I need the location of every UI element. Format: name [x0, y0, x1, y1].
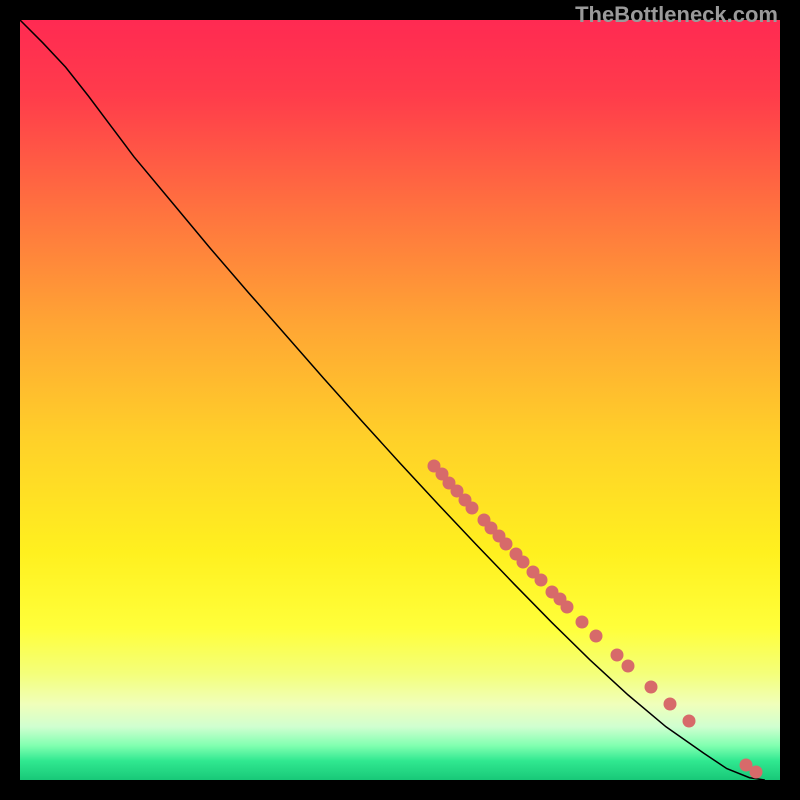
data-point-marker [576, 615, 589, 628]
data-point-marker [749, 766, 762, 779]
chart-plot-area [20, 20, 780, 780]
data-point-marker [561, 601, 574, 614]
data-point-marker [682, 714, 695, 727]
data-point-marker [622, 660, 635, 673]
data-point-marker [663, 698, 676, 711]
data-point-marker [466, 501, 479, 514]
data-point-marker [610, 648, 623, 661]
data-point-marker [534, 574, 547, 587]
watermark-text: TheBottleneck.com [575, 2, 778, 28]
data-point-marker [590, 629, 603, 642]
data-point-marker [644, 681, 657, 694]
